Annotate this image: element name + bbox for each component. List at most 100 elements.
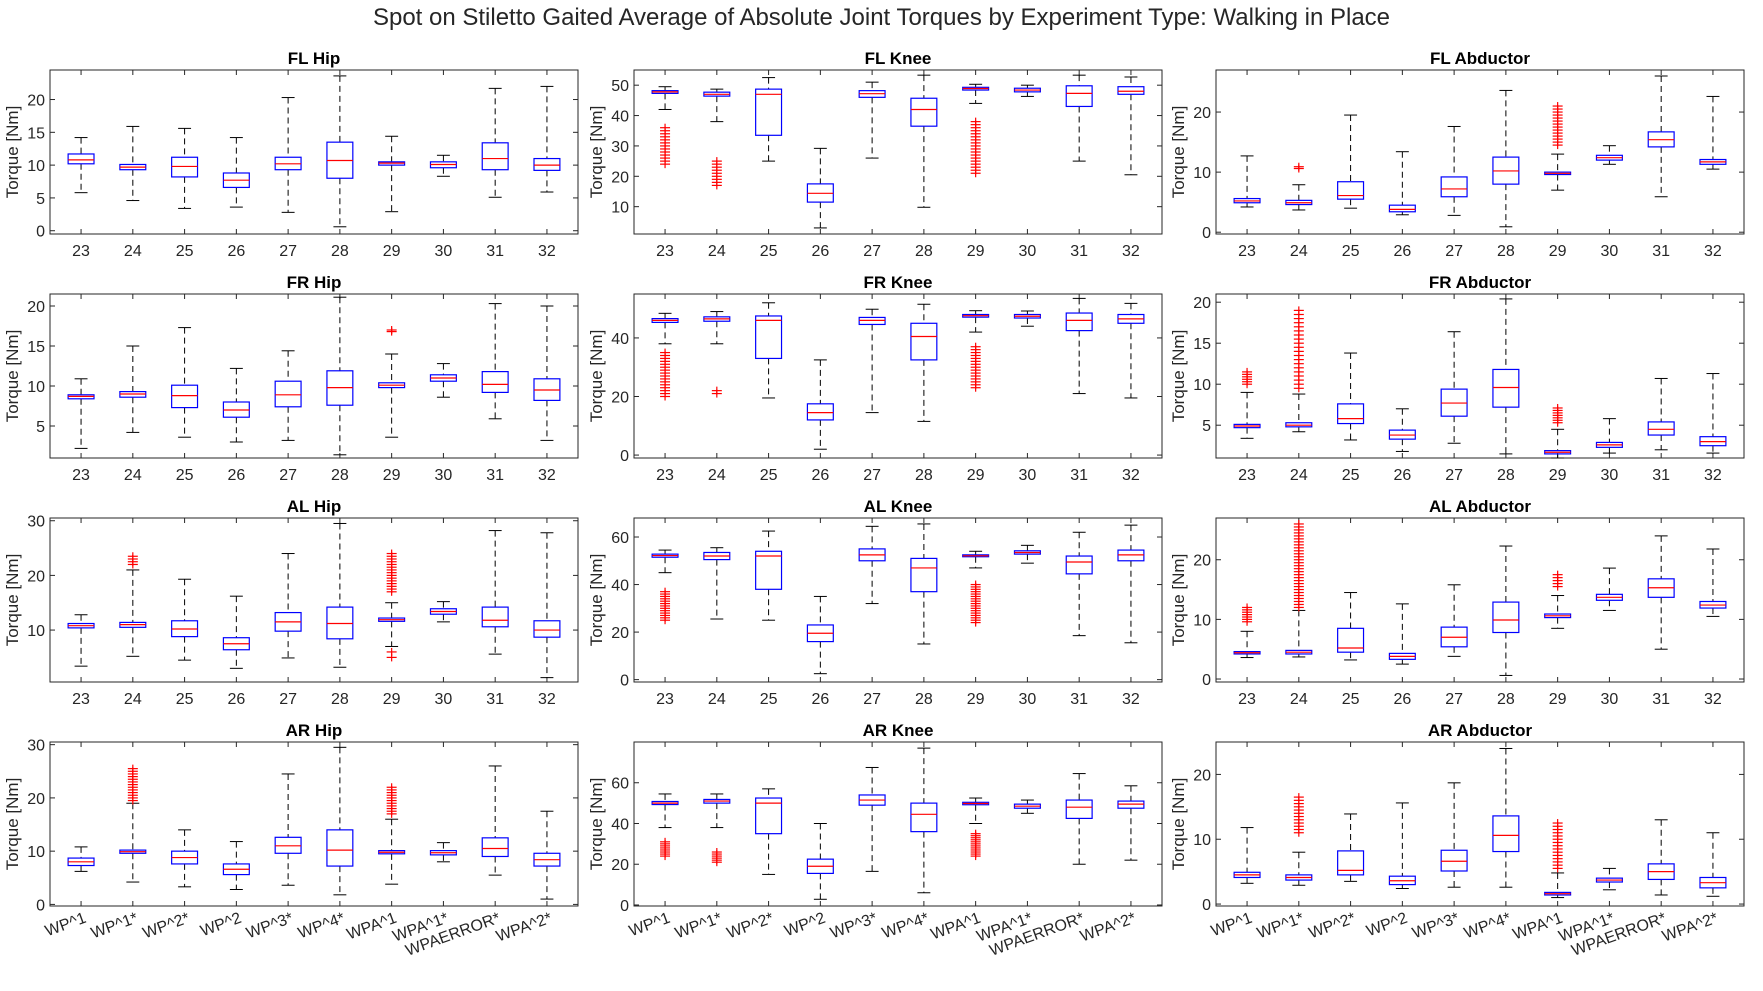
y-axis-label: Torque [Nm] — [587, 330, 606, 423]
box-26 — [222, 367, 250, 443]
box-23 — [1233, 155, 1261, 208]
subplot-al-hip: AL Hip Torque [Nm] 10 20 30 23 24 25 26 27 28 29 30 3… — [3, 497, 579, 708]
x-tick-label: 29 — [383, 243, 401, 260]
y-tick-label: 15 — [27, 125, 45, 142]
box-30 — [1595, 418, 1623, 454]
y-tick-label: 20 — [27, 299, 45, 316]
subplot-fr-hip: FR Hip Torque [Nm] 5 10 15 20 23 24 25 26 27 28 29 30… — [3, 273, 579, 484]
box-23 — [67, 614, 95, 667]
iqr-box — [1337, 627, 1365, 653]
x-tick-label: 25 — [176, 467, 194, 484]
iqr-box — [533, 157, 561, 171]
axes-frame — [633, 69, 1163, 235]
subplot-title: FR Abductor — [1429, 273, 1532, 292]
x-tick-label: 23 — [72, 467, 90, 484]
y-tick-label: 10 — [27, 158, 45, 175]
iqr-box — [481, 837, 509, 858]
subplot-title: FL Hip — [288, 49, 341, 68]
x-tick-label: 27 — [279, 691, 297, 708]
x-tick-label: 28 — [915, 691, 933, 708]
subplot-title: FL Abductor — [1430, 49, 1530, 68]
y-tick-label: 60 — [611, 530, 629, 547]
box-30 — [1013, 84, 1041, 97]
iqr-box — [1337, 850, 1365, 876]
y-tick-label: 10 — [1193, 832, 1211, 849]
iqr-box — [481, 142, 509, 171]
x-tick-label: 32 — [1122, 467, 1140, 484]
box-WP^1 — [1233, 827, 1261, 884]
box-WP^1* — [1285, 793, 1313, 886]
y-tick-label: 10 — [1193, 612, 1211, 629]
subplot-title: FL Knee — [865, 49, 932, 68]
iqr-box — [910, 557, 938, 593]
iqr-box — [755, 550, 783, 590]
box-WPA^2* — [1117, 785, 1145, 861]
box-31 — [481, 87, 509, 198]
box-27 — [274, 97, 302, 213]
x-tick-label: 24 — [124, 467, 142, 484]
iqr-box — [1065, 85, 1093, 108]
y-tick-label: 40 — [611, 109, 629, 126]
iqr-box — [533, 620, 561, 638]
box-23 — [651, 312, 679, 401]
x-tick-label: 24 — [708, 243, 726, 260]
y-tick-label: 10 — [27, 379, 45, 396]
box-24 — [703, 88, 731, 190]
y-tick-label: 20 — [1193, 767, 1211, 784]
x-tick-label: 29 — [967, 467, 985, 484]
y-tick-label: 0 — [1202, 672, 1211, 689]
y-axis-label: Torque [Nm] — [1169, 554, 1188, 647]
y-tick-label: 10 — [611, 200, 629, 217]
x-tick-label: 31 — [1070, 691, 1088, 708]
subplot-fl-abductor: FL Abductor Torque [Nm] 0 10 20 23 24 25 26 27 28 2… — [1169, 49, 1745, 260]
box-31 — [481, 303, 509, 420]
x-tick-label: 32 — [1122, 243, 1140, 260]
x-tick-label: 32 — [538, 467, 556, 484]
box-WPA^1 — [962, 797, 990, 861]
box-27 — [858, 525, 886, 605]
box-29 — [1544, 403, 1572, 459]
x-tick-label: 23 — [1238, 467, 1256, 484]
box-WP^2 — [1388, 802, 1416, 889]
box-31 — [1647, 377, 1675, 451]
box-WPAERROR* — [481, 765, 509, 876]
x-tick-label: 28 — [331, 691, 349, 708]
box-WP^2* — [171, 829, 199, 888]
y-axis-label: Torque [Nm] — [3, 330, 22, 423]
box-32 — [1699, 373, 1727, 454]
axes-frame — [633, 741, 1163, 907]
x-tick-label: 24 — [708, 467, 726, 484]
iqr-box — [1337, 403, 1365, 425]
box-31 — [1065, 531, 1093, 637]
subplot-fr-knee: FR Knee Torque [Nm] 0 20 40 23 24 25 26 27 28 29 30 3… — [587, 273, 1163, 484]
box-WP^2* — [755, 788, 783, 875]
box-24 — [119, 125, 147, 202]
box-28 — [326, 522, 354, 668]
iqr-box — [910, 802, 938, 833]
box-WP^3* — [274, 773, 302, 886]
y-tick-label: 20 — [611, 169, 629, 186]
iqr-box — [1065, 799, 1093, 819]
x-tick-label: 27 — [1445, 467, 1463, 484]
iqr-box — [1117, 86, 1145, 95]
box-25 — [755, 530, 783, 621]
y-tick-label: 40 — [611, 578, 629, 595]
iqr-box — [1440, 176, 1468, 198]
axes-frame — [1215, 741, 1745, 907]
y-tick-label: 5 — [36, 419, 45, 436]
box-26 — [1388, 603, 1416, 665]
y-axis-label: Torque [Nm] — [587, 106, 606, 199]
box-WP^4* — [1492, 747, 1520, 888]
x-tick-label: 31 — [1070, 243, 1088, 260]
x-tick-label: 31 — [486, 467, 504, 484]
x-tick-label: 26 — [1393, 243, 1411, 260]
y-tick-label: 20 — [1193, 295, 1211, 312]
box-23 — [1233, 603, 1261, 659]
box-26 — [222, 137, 250, 208]
box-28 — [1492, 298, 1520, 455]
x-tick-label: 25 — [1342, 467, 1360, 484]
subplot-title: AR Hip — [286, 721, 343, 740]
box-29 — [378, 135, 406, 213]
